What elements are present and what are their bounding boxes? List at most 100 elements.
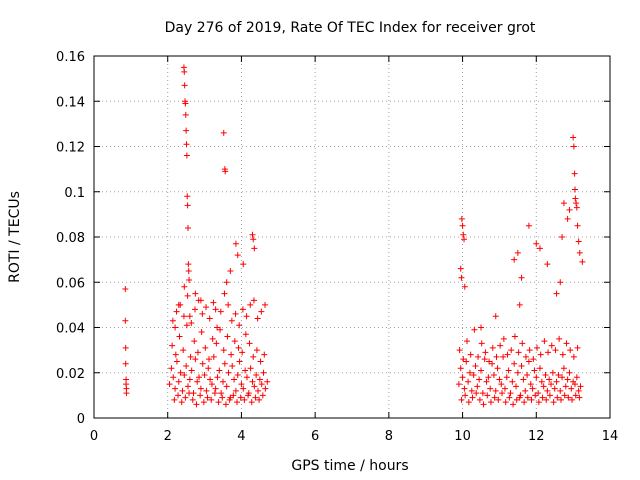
data-point xyxy=(478,367,484,374)
data-point xyxy=(237,394,244,401)
data-point xyxy=(509,378,516,385)
data-point xyxy=(486,358,493,365)
data-point xyxy=(122,360,129,367)
data-point xyxy=(557,387,564,394)
data-point xyxy=(571,381,578,388)
data-point xyxy=(225,369,232,376)
data-point xyxy=(258,381,265,388)
data-point xyxy=(248,399,255,406)
data-point xyxy=(169,342,176,349)
data-point xyxy=(511,333,518,340)
data-point xyxy=(226,396,233,403)
data-point xyxy=(527,381,534,388)
data-point xyxy=(234,399,241,406)
data-point xyxy=(253,372,260,379)
data-point xyxy=(542,372,549,379)
data-point xyxy=(571,170,578,177)
data-point xyxy=(573,374,580,381)
data-point xyxy=(259,392,266,399)
data-point xyxy=(487,385,494,392)
data-point xyxy=(533,374,540,381)
data-point xyxy=(494,365,501,372)
data-point xyxy=(222,401,229,408)
data-point xyxy=(564,215,571,222)
data-point xyxy=(480,401,487,408)
data-point xyxy=(166,381,173,388)
data-point xyxy=(193,401,200,408)
data-point xyxy=(221,290,228,297)
data-point xyxy=(479,390,486,397)
data-point xyxy=(223,383,230,390)
y-ticks: 0 0.02 0.04 0.06 0.08 0.1 0.12 0.14 0.16 xyxy=(56,50,610,427)
data-point xyxy=(513,396,520,403)
data-point xyxy=(559,234,566,240)
data-point xyxy=(559,351,566,358)
data-point xyxy=(241,396,248,403)
data-point xyxy=(184,292,191,299)
data-point xyxy=(225,301,232,308)
data-point xyxy=(476,376,483,383)
data-point xyxy=(455,381,462,388)
data-point xyxy=(557,279,564,286)
data-point xyxy=(505,367,512,374)
data-point xyxy=(469,394,476,401)
data-point xyxy=(123,390,130,397)
y-tick-label: 0.14 xyxy=(56,95,85,110)
data-point xyxy=(474,383,481,390)
data-point xyxy=(122,286,129,293)
data-point xyxy=(575,238,582,245)
x-ticks: 0 2 4 6 8 10 12 14 xyxy=(90,56,618,444)
data-point xyxy=(223,279,230,286)
data-point xyxy=(227,267,234,274)
data-point xyxy=(490,372,497,379)
data-point xyxy=(489,344,496,351)
data-point xyxy=(203,304,210,311)
data-point xyxy=(181,372,188,379)
data-point xyxy=(262,301,269,308)
data-point xyxy=(212,385,219,392)
data-point xyxy=(242,367,249,374)
data-point xyxy=(531,367,538,374)
data-point xyxy=(534,344,541,351)
data-point xyxy=(571,186,578,193)
data-point xyxy=(185,261,192,268)
data-point xyxy=(552,347,559,354)
data-point xyxy=(511,256,518,263)
data-point xyxy=(465,399,472,406)
data-point xyxy=(186,376,193,383)
data-point xyxy=(214,324,221,331)
data-point xyxy=(459,222,466,229)
data-point xyxy=(475,353,482,360)
data-point xyxy=(524,372,531,379)
data-point xyxy=(508,347,515,354)
data-point xyxy=(197,385,204,392)
data-point xyxy=(234,252,241,259)
data-point xyxy=(528,396,535,403)
data-point xyxy=(569,396,576,403)
data-point xyxy=(245,392,252,399)
data-point xyxy=(231,376,238,383)
data-point xyxy=(500,335,507,342)
data-point xyxy=(576,249,583,256)
data-point xyxy=(529,385,536,392)
data-point xyxy=(215,399,222,406)
data-point xyxy=(184,224,191,231)
data-point xyxy=(461,283,468,290)
y-axis-label: ROTI / TECUs xyxy=(7,191,23,283)
data-point xyxy=(232,387,239,394)
data-point xyxy=(501,385,508,392)
data-point xyxy=(535,399,542,406)
data-point xyxy=(240,261,247,268)
data-point xyxy=(172,385,179,392)
data-point xyxy=(209,335,216,342)
data-point xyxy=(492,387,499,394)
data-point xyxy=(575,387,582,394)
data-point xyxy=(543,396,550,403)
data-point xyxy=(191,338,198,345)
data-point xyxy=(177,369,184,376)
data-point xyxy=(545,349,552,356)
data-point xyxy=(255,387,262,394)
data-point xyxy=(572,392,579,399)
data-point xyxy=(220,129,227,136)
data-point xyxy=(246,340,253,347)
